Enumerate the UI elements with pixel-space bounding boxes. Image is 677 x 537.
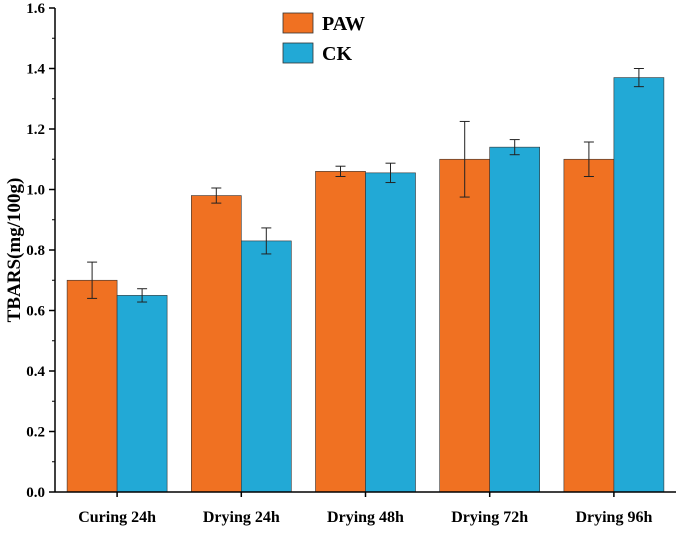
- bar-ck-2: [365, 172, 416, 493]
- y-tick-label: 0.0: [26, 485, 45, 501]
- legend-label-ck: CK: [322, 43, 352, 65]
- bar-paw-3: [439, 158, 491, 493]
- x-tick-label: Drying 24h: [203, 509, 280, 526]
- y-axis-label: TBARS(mg/100g): [4, 178, 25, 323]
- x-tick-label: Drying 72h: [451, 509, 528, 526]
- legend-label-paw: PAW: [322, 13, 365, 35]
- bar-paw-4: [563, 158, 615, 493]
- y-tick-label: 0.6: [26, 304, 45, 320]
- bar-paw-2: [315, 171, 366, 493]
- bar-ck-3: [489, 146, 541, 493]
- x-tick-label: Drying 96h: [575, 509, 652, 526]
- y-tick-label: 0.4: [26, 364, 45, 380]
- legend-swatch-ck: [282, 42, 314, 64]
- y-tick-label: 0.2: [26, 425, 45, 441]
- bar-ck-0: [116, 295, 168, 493]
- legend-swatch-paw: [282, 12, 314, 34]
- x-tick-label: Curing 24h: [78, 509, 156, 526]
- y-tick-label: 1.6: [26, 1, 45, 17]
- bar-ck-1: [241, 240, 292, 493]
- x-tick-label: Drying 48h: [327, 509, 404, 526]
- bar-ck-4: [613, 77, 665, 493]
- y-tick-label: 0.8: [26, 243, 45, 259]
- legend: PAW CK: [282, 12, 365, 65]
- y-tick-label: 1.4: [26, 62, 45, 78]
- y-tick-label: 1.2: [26, 122, 45, 138]
- bar-paw-0: [66, 279, 118, 493]
- y-tick-label: 1.0: [26, 183, 45, 199]
- bar-paw-1: [191, 195, 242, 493]
